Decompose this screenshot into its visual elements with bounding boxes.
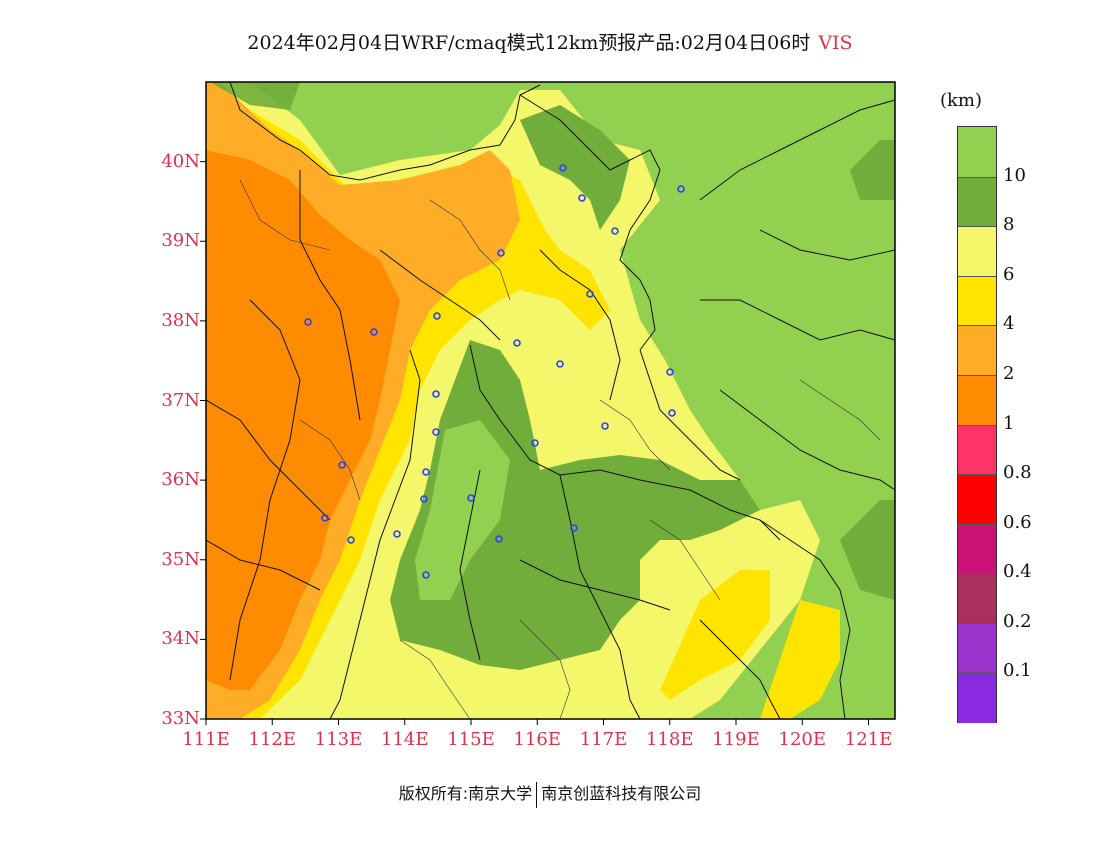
city-marker (422, 468, 430, 476)
footer-company: 南京创蓝科技有限公司 (541, 784, 702, 803)
legend-unit: (km) (940, 90, 983, 111)
legend-label: 4 (1003, 313, 1015, 335)
legend-swatch (958, 226, 996, 278)
legend-label: 8 (1003, 214, 1015, 236)
city-marker (321, 514, 329, 522)
lon-tick-label: 112E (248, 729, 297, 750)
footer-divider (536, 781, 538, 808)
city-marker (467, 494, 475, 502)
legend-swatch (958, 374, 996, 426)
city-marker (338, 461, 346, 469)
legend-swatch (958, 275, 996, 327)
city-marker (347, 536, 355, 544)
visibility-field (206, 82, 895, 719)
lon-tick-label: 113E (314, 729, 363, 750)
lat-tick-label: 36N (161, 469, 200, 491)
city-marker (601, 422, 609, 430)
city-markers (304, 164, 685, 579)
city-marker (422, 571, 430, 579)
city-marker (586, 290, 594, 298)
city-marker (531, 439, 539, 447)
city-marker (393, 530, 401, 538)
legend-label: 6 (1003, 263, 1015, 285)
legend-swatch (958, 325, 996, 377)
legend-swatch (958, 176, 996, 228)
footer-copyright: 版权所有:南京大学 (398, 784, 533, 803)
legend-swatch (958, 573, 996, 625)
legend-swatch (958, 127, 996, 178)
legend-colorbar (957, 126, 997, 724)
title-variable: VIS (818, 32, 853, 54)
map-title: 2024年02月04日WRF/cmaq模式12km预报产品:02月04日06时 V… (0, 28, 1100, 55)
city-marker (677, 185, 685, 193)
city-marker (513, 339, 521, 347)
lon-tick-label: 120E (778, 729, 827, 750)
lat-tick-label: 37N (161, 389, 200, 411)
legend-swatch (958, 622, 996, 674)
city-marker (497, 249, 505, 257)
lon-tick-label: 114E (381, 729, 429, 750)
city-marker (432, 390, 440, 398)
legend-label: 0.1 (1003, 660, 1032, 682)
legend-label: 0.8 (1003, 462, 1032, 484)
legend-label: 0.4 (1003, 561, 1032, 583)
lon-tick-label: 116E (513, 729, 562, 750)
legend-label: 0.6 (1003, 511, 1032, 533)
legend-swatch (958, 424, 996, 476)
legend-label: 1 (1003, 412, 1015, 434)
lon-tick-label: 117E (579, 729, 628, 750)
axis-ticks (200, 161, 869, 725)
city-marker (495, 535, 503, 543)
city-marker (668, 409, 676, 417)
city-marker (433, 312, 441, 320)
lat-tick-label: 34N (161, 628, 200, 650)
city-marker (570, 524, 578, 532)
lat-tick-label: 38N (161, 309, 200, 331)
title-text: 2024年02月04日WRF/cmaq模式12km预报产品:02月04日06时 (247, 32, 811, 54)
lon-tick-label: 115E (447, 729, 495, 750)
lat-tick-label: 39N (161, 230, 200, 252)
legend-label: 10 (1003, 164, 1026, 186)
city-marker (304, 318, 312, 326)
city-marker (556, 360, 564, 368)
lat-tick-label: 33N (161, 708, 200, 729)
lon-tick-label: 118E (646, 729, 694, 750)
footer: 版权所有:南京大学 南京创蓝科技有限公司 (0, 780, 1100, 808)
legend-swatch (958, 523, 996, 575)
lon-tick-label: 111E (182, 729, 230, 750)
lon-tick-label: 121E (844, 729, 893, 750)
city-marker (559, 164, 567, 172)
city-marker (420, 495, 428, 503)
city-marker (611, 227, 619, 235)
legend-label: 2 (1003, 362, 1015, 384)
legend-label: 0.2 (1003, 610, 1032, 632)
legend-swatch (958, 474, 996, 526)
lon-tick-label: 119E (712, 729, 760, 750)
lat-tick-label: 40N (161, 150, 200, 172)
lat-tick-label: 35N (161, 548, 200, 570)
city-marker (666, 368, 674, 376)
city-marker (432, 428, 440, 436)
city-marker (370, 328, 378, 336)
legend-swatch (958, 672, 996, 724)
city-marker (578, 194, 586, 202)
